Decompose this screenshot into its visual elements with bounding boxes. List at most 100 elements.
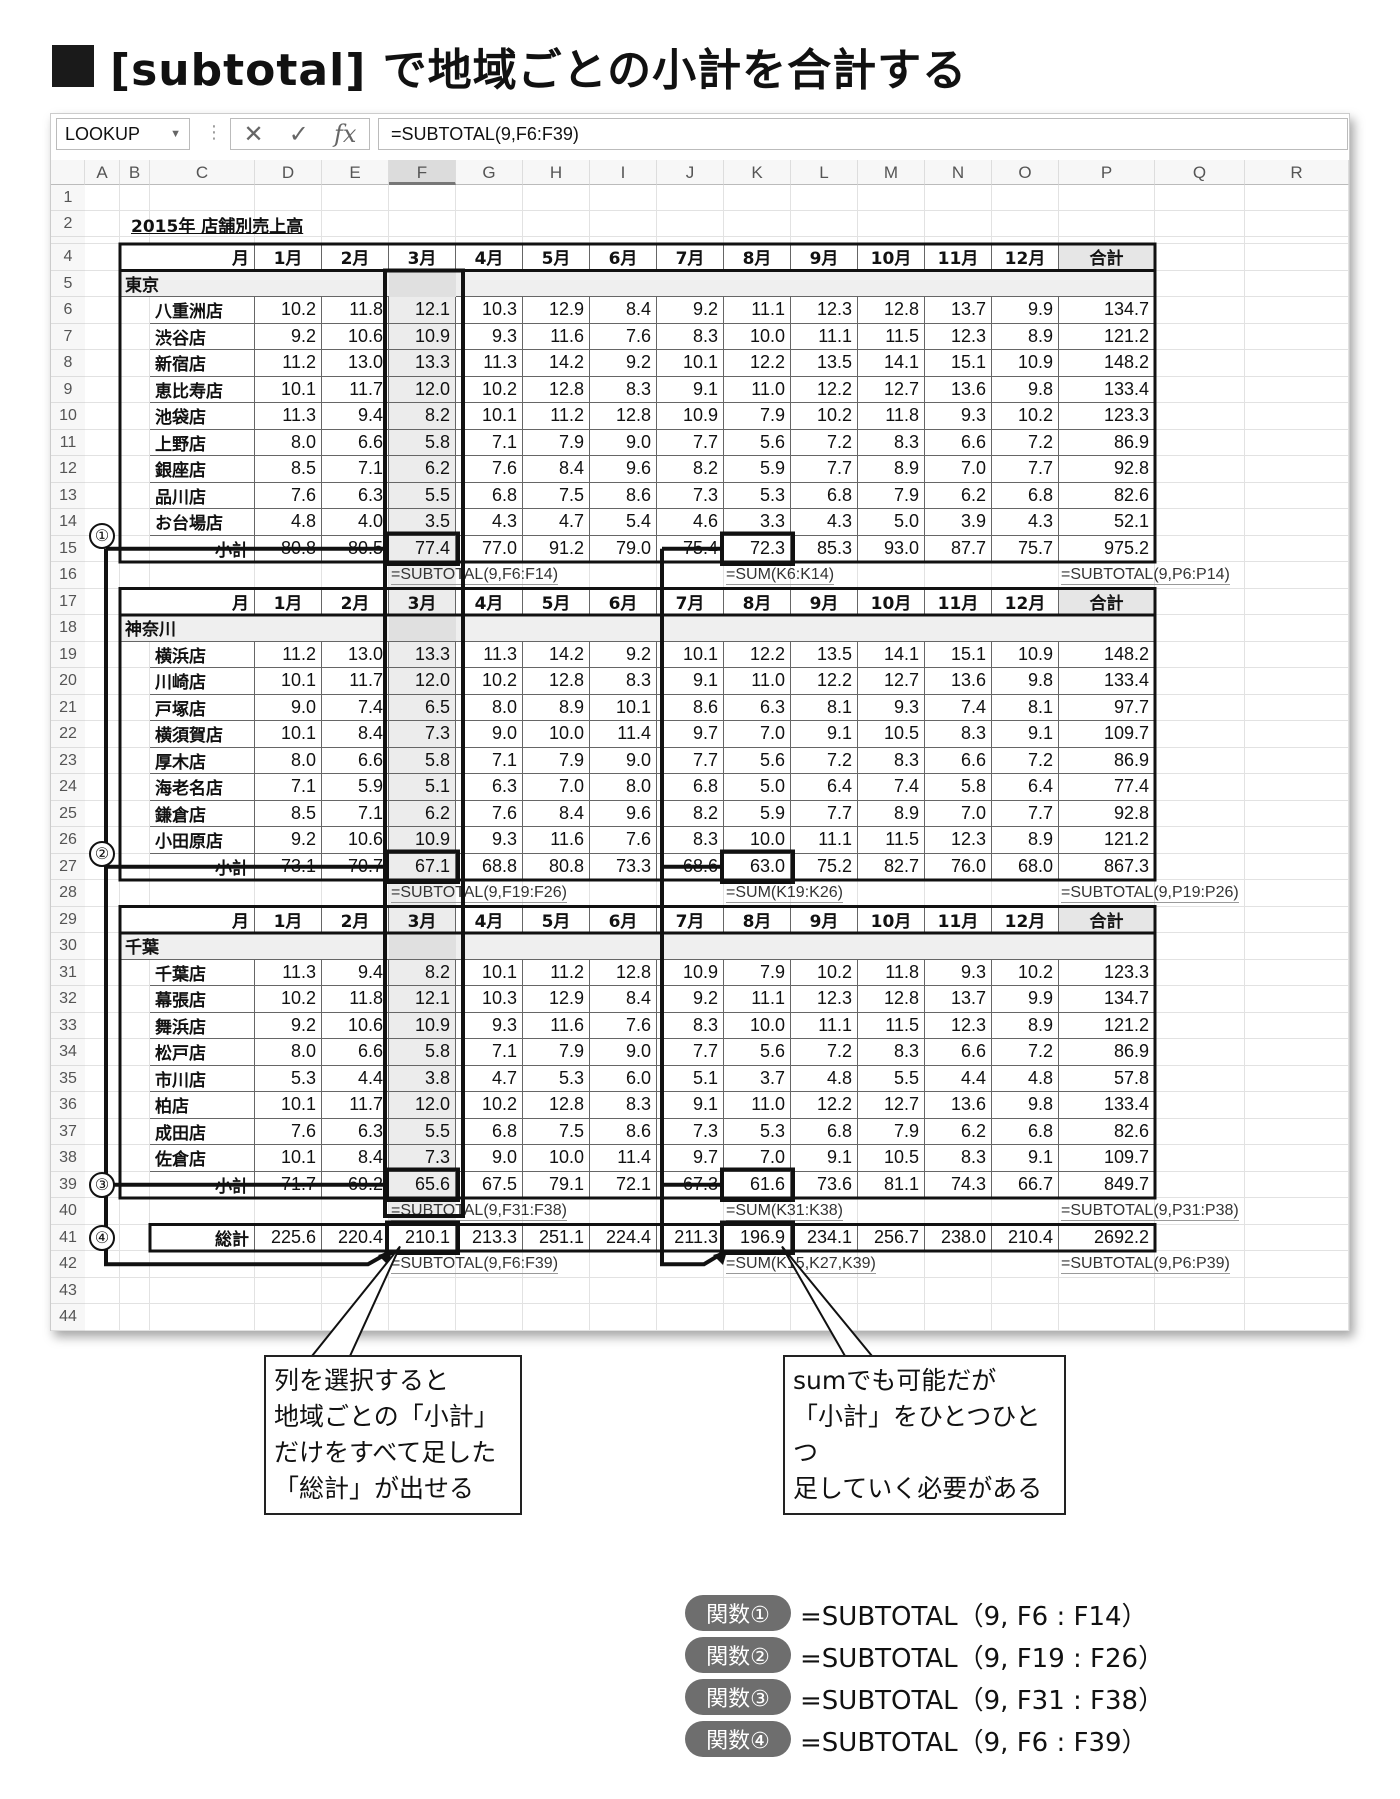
name-box[interactable]: LOOKUP ▼ — [56, 118, 190, 150]
cell[interactable] — [1155, 641, 1245, 668]
value-cell[interactable]: 7.4 — [925, 694, 992, 721]
value-cell[interactable]: 7.7 — [657, 429, 724, 456]
cell[interactable] — [120, 1118, 150, 1145]
column-header-q[interactable]: Q — [1155, 160, 1245, 185]
cell[interactable] — [992, 1251, 1059, 1278]
row-header[interactable]: 28 — [51, 880, 85, 907]
value-cell[interactable]: 6.2 — [389, 800, 456, 827]
cell[interactable] — [389, 1251, 456, 1278]
cell[interactable] — [858, 211, 925, 237]
value-cell[interactable]: 13.3 — [389, 641, 456, 668]
value-cell[interactable]: 10.9 — [657, 403, 724, 430]
cell[interactable] — [120, 323, 150, 350]
value-cell[interactable]: 10.1 — [657, 641, 724, 668]
value-cell[interactable]: 7.7 — [992, 800, 1059, 827]
value-cell[interactable]: 10.2 — [456, 376, 523, 403]
value-cell[interactable]: 9.8 — [992, 376, 1059, 403]
cell[interactable] — [1155, 1224, 1245, 1251]
value-cell[interactable]: 9.1 — [657, 668, 724, 695]
value-cell[interactable]: 9.6 — [590, 456, 657, 483]
cell[interactable] — [120, 694, 150, 721]
value-cell[interactable]: 8.4 — [590, 986, 657, 1013]
value-cell[interactable]: 10.2 — [791, 959, 858, 986]
value-cell[interactable]: 10.0 — [523, 721, 590, 748]
value-cell[interactable]: 10.2 — [255, 986, 322, 1013]
row-header[interactable]: 8 — [51, 350, 85, 377]
value-cell[interactable]: 9.3 — [456, 827, 523, 854]
value-cell[interactable]: 3.9 — [925, 509, 992, 536]
cell[interactable] — [1155, 827, 1245, 854]
value-cell[interactable]: 8.2 — [389, 959, 456, 986]
value-cell[interactable]: 12.9 — [523, 297, 590, 324]
cell[interactable] — [1155, 456, 1245, 483]
value-cell[interactable]: 10.2 — [791, 403, 858, 430]
value-cell[interactable]: 5.0 — [858, 509, 925, 536]
value-cell[interactable]: 9.8 — [992, 668, 1059, 695]
value-cell[interactable]: 7.2 — [791, 429, 858, 456]
value-cell[interactable]: 8.0 — [255, 747, 322, 774]
cell[interactable] — [120, 827, 150, 854]
cell[interactable] — [1155, 185, 1245, 211]
value-cell[interactable]: 7.7 — [992, 456, 1059, 483]
cell[interactable] — [1155, 747, 1245, 774]
cell[interactable] — [85, 211, 120, 237]
value-cell[interactable]: 10.1 — [255, 721, 322, 748]
value-cell[interactable]: 11.0 — [724, 668, 791, 695]
value-cell[interactable]: 5.1 — [389, 774, 456, 801]
cell[interactable] — [120, 350, 150, 377]
value-cell[interactable]: 12.8 — [523, 668, 590, 695]
cell[interactable] — [255, 211, 322, 237]
value-cell[interactable]: 10.6 — [322, 323, 389, 350]
cell[interactable] — [992, 1277, 1059, 1304]
value-cell[interactable]: 6.8 — [992, 482, 1059, 509]
cell[interactable] — [925, 1304, 992, 1331]
cell[interactable] — [1245, 986, 1349, 1013]
cell[interactable] — [120, 1145, 150, 1172]
cell[interactable] — [925, 1277, 992, 1304]
value-cell[interactable]: 7.6 — [456, 456, 523, 483]
cell[interactable] — [150, 211, 255, 237]
value-cell[interactable]: 14.1 — [858, 350, 925, 377]
cell[interactable] — [1155, 1039, 1245, 1066]
value-cell[interactable]: 7.4 — [322, 694, 389, 721]
cell[interactable] — [791, 211, 858, 237]
value-cell[interactable]: 10.3 — [456, 986, 523, 1013]
month-label-cell[interactable]: 月 — [120, 588, 255, 615]
cell[interactable] — [1155, 800, 1245, 827]
column-header-i[interactable]: I — [590, 160, 657, 185]
total-header-cell[interactable]: 合計 — [1059, 588, 1155, 615]
cell[interactable] — [590, 1304, 657, 1331]
value-cell[interactable]: 8.4 — [523, 800, 590, 827]
row-header[interactable]: 44 — [51, 1304, 85, 1331]
cell[interactable] — [1155, 1065, 1245, 1092]
row-header[interactable]: 18 — [51, 615, 85, 642]
row-header[interactable]: 10 — [51, 403, 85, 430]
cell[interactable] — [1245, 1198, 1349, 1225]
value-cell[interactable]: 11.0 — [724, 376, 791, 403]
row-header[interactable]: 30 — [51, 933, 85, 960]
value-cell[interactable]: 6.4 — [992, 774, 1059, 801]
row-header[interactable]: 33 — [51, 1012, 85, 1039]
value-cell[interactable]: 10.9 — [992, 350, 1059, 377]
row-header[interactable]: 39 — [51, 1171, 85, 1198]
value-cell[interactable]: 5.6 — [724, 429, 791, 456]
value-cell[interactable]: 5.9 — [322, 774, 389, 801]
cell[interactable] — [85, 880, 120, 907]
cell[interactable] — [120, 986, 150, 1013]
cell[interactable] — [1155, 350, 1245, 377]
value-cell[interactable]: 12.1 — [389, 986, 456, 1013]
value-cell[interactable]: 8.5 — [255, 800, 322, 827]
value-cell[interactable]: 5.9 — [724, 800, 791, 827]
cell[interactable] — [85, 1304, 120, 1331]
cell[interactable] — [456, 1251, 523, 1278]
value-cell[interactable]: 8.0 — [255, 429, 322, 456]
cell[interactable] — [1245, 211, 1349, 237]
cell[interactable] — [1245, 853, 1349, 880]
cell[interactable] — [1245, 1224, 1349, 1251]
cell[interactable] — [1155, 615, 1245, 642]
value-cell[interactable]: 6.6 — [322, 747, 389, 774]
cell[interactable] — [657, 1277, 724, 1304]
value-cell[interactable]: 6.2 — [925, 482, 992, 509]
cell[interactable] — [1155, 668, 1245, 695]
row-header[interactable]: 32 — [51, 986, 85, 1013]
